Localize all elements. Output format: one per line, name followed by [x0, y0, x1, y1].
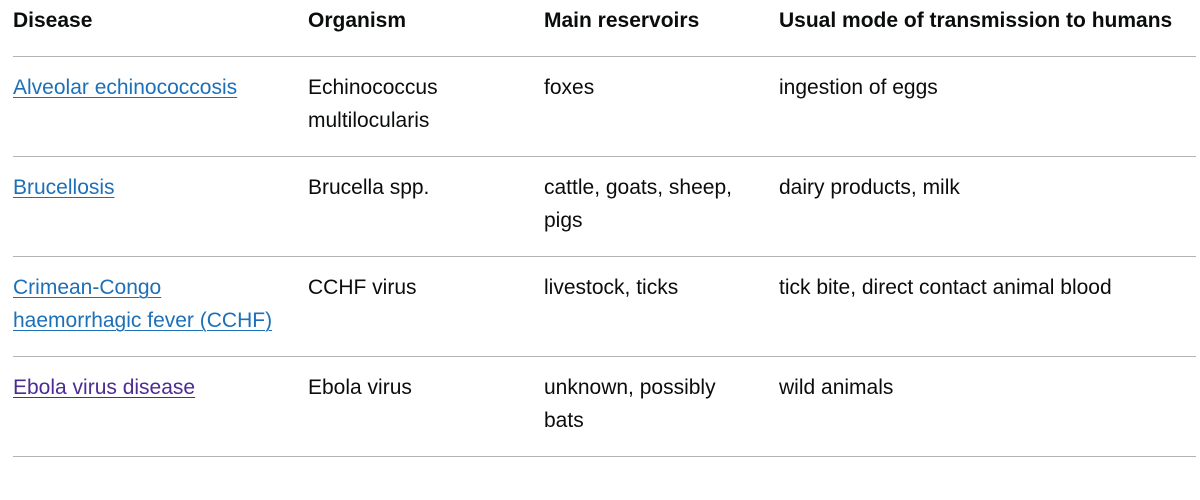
header-transmission: Usual mode of transmission to humans [779, 9, 1173, 32]
reservoirs-cell: cattle, goats, sheep, pigs [544, 176, 732, 232]
reservoirs-cell: foxes [544, 76, 595, 99]
transmission-cell: tick bite, direct contact animal blood [779, 276, 1112, 299]
transmission-cell: ingestion of eggs [779, 76, 938, 99]
disease-cell: Alveolar echinococcosis [13, 71, 308, 137]
header-main-reservoirs: Main reservoirs [544, 9, 700, 32]
disease-cell: Ebola virus disease [13, 371, 308, 437]
disease-link-alveolar-echinococcosis[interactable]: Alveolar echinococcosis [13, 76, 238, 99]
reservoirs-cell: livestock, ticks [544, 276, 679, 299]
header-organism: Organism [308, 9, 407, 32]
disease-cell: Crimean-Congo haemorrhagic fever (CCHF) [13, 271, 308, 337]
transmission-cell: dairy products, milk [779, 176, 960, 199]
header-disease: Disease [13, 9, 93, 32]
organism-cell: Echinococcus multilocularis [308, 76, 438, 132]
transmission-cell: wild animals [779, 376, 894, 399]
disease-link-cchf[interactable]: Crimean-Congo haemorrhagic fever (CCHF) [13, 276, 273, 332]
table-row: Brucellosis Brucella spp. cattle, goats,… [13, 157, 1196, 257]
disease-link-brucellosis[interactable]: Brucellosis [13, 176, 115, 199]
organism-cell: CCHF virus [308, 276, 417, 299]
reservoirs-cell: unknown, possibly bats [544, 376, 716, 432]
table-row: Alveolar echinococcosis Echinococcus mul… [13, 57, 1196, 157]
table-row: Crimean-Congo haemorrhagic fever (CCHF) … [13, 257, 1196, 357]
disease-cell: Brucellosis [13, 171, 308, 237]
table-header-row: Disease Organism Main reservoirs Usual m… [13, 4, 1196, 57]
disease-link-ebola-virus-disease[interactable]: Ebola virus disease [13, 376, 196, 399]
organism-cell: Ebola virus [308, 376, 412, 399]
zoonoses-table: Disease Organism Main reservoirs Usual m… [13, 4, 1196, 457]
table-row: Ebola virus disease Ebola virus unknown,… [13, 357, 1196, 457]
organism-cell: Brucella spp. [308, 176, 430, 199]
